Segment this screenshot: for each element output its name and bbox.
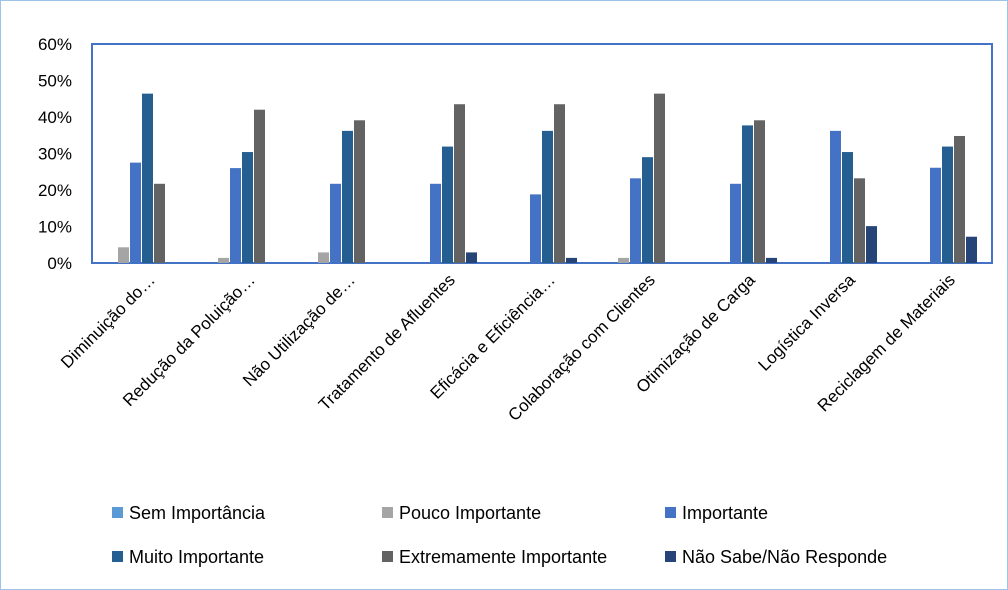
legend-swatch (665, 551, 676, 562)
legend: Sem Importância Pouco Importante Important… (112, 503, 887, 567)
legend-label: Sem Importância (129, 503, 266, 523)
bar (618, 257, 629, 263)
legend-label: Importante (682, 503, 768, 523)
bar (354, 120, 365, 263)
y-tick-label: 40% (38, 108, 72, 127)
bar (442, 146, 453, 263)
legend-label: Pouco Importante (399, 503, 541, 523)
bar (130, 162, 141, 263)
bar (942, 146, 953, 263)
y-axis: 0% 10% 20% 30% 40% 50% 60% (38, 35, 72, 273)
bar (554, 104, 565, 263)
bar (854, 178, 865, 263)
bar (642, 157, 653, 263)
y-tick-label: 0% (47, 254, 72, 273)
bar (754, 120, 765, 263)
bar (566, 257, 577, 263)
bar (330, 183, 341, 263)
legend-swatch (112, 507, 123, 518)
bar (866, 226, 877, 263)
legend-label: Extremamente Importante (399, 547, 607, 567)
bar (230, 168, 241, 263)
y-tick-label: 30% (38, 145, 72, 164)
bar (830, 130, 841, 263)
bar (142, 93, 153, 263)
bar (118, 247, 129, 263)
bar (430, 183, 441, 263)
legend-label: Não Sabe/Não Responde (682, 547, 887, 567)
bar (730, 183, 741, 263)
y-tick-label: 10% (38, 218, 72, 237)
bar (542, 130, 553, 263)
y-tick-label: 60% (38, 35, 72, 54)
bar (966, 236, 977, 263)
bar (318, 252, 329, 263)
bar (742, 125, 753, 264)
legend-swatch (665, 507, 676, 518)
bar (954, 135, 965, 263)
bar (654, 93, 665, 263)
bar (630, 178, 641, 263)
bar (218, 257, 229, 263)
bar (842, 152, 853, 263)
bar (766, 257, 777, 263)
bars (118, 93, 977, 264)
bar (930, 167, 941, 263)
legend-swatch (382, 551, 393, 562)
y-tick-label: 20% (38, 181, 72, 200)
bar (342, 130, 353, 263)
bar (254, 109, 265, 263)
bar (242, 152, 253, 263)
bar (466, 252, 477, 263)
bar (530, 194, 541, 263)
legend-swatch (112, 551, 123, 562)
legend-swatch (382, 507, 393, 518)
y-tick-label: 50% (38, 72, 72, 91)
bar (454, 104, 465, 263)
bar (154, 183, 165, 263)
legend-label: Muito Importante (129, 547, 264, 567)
